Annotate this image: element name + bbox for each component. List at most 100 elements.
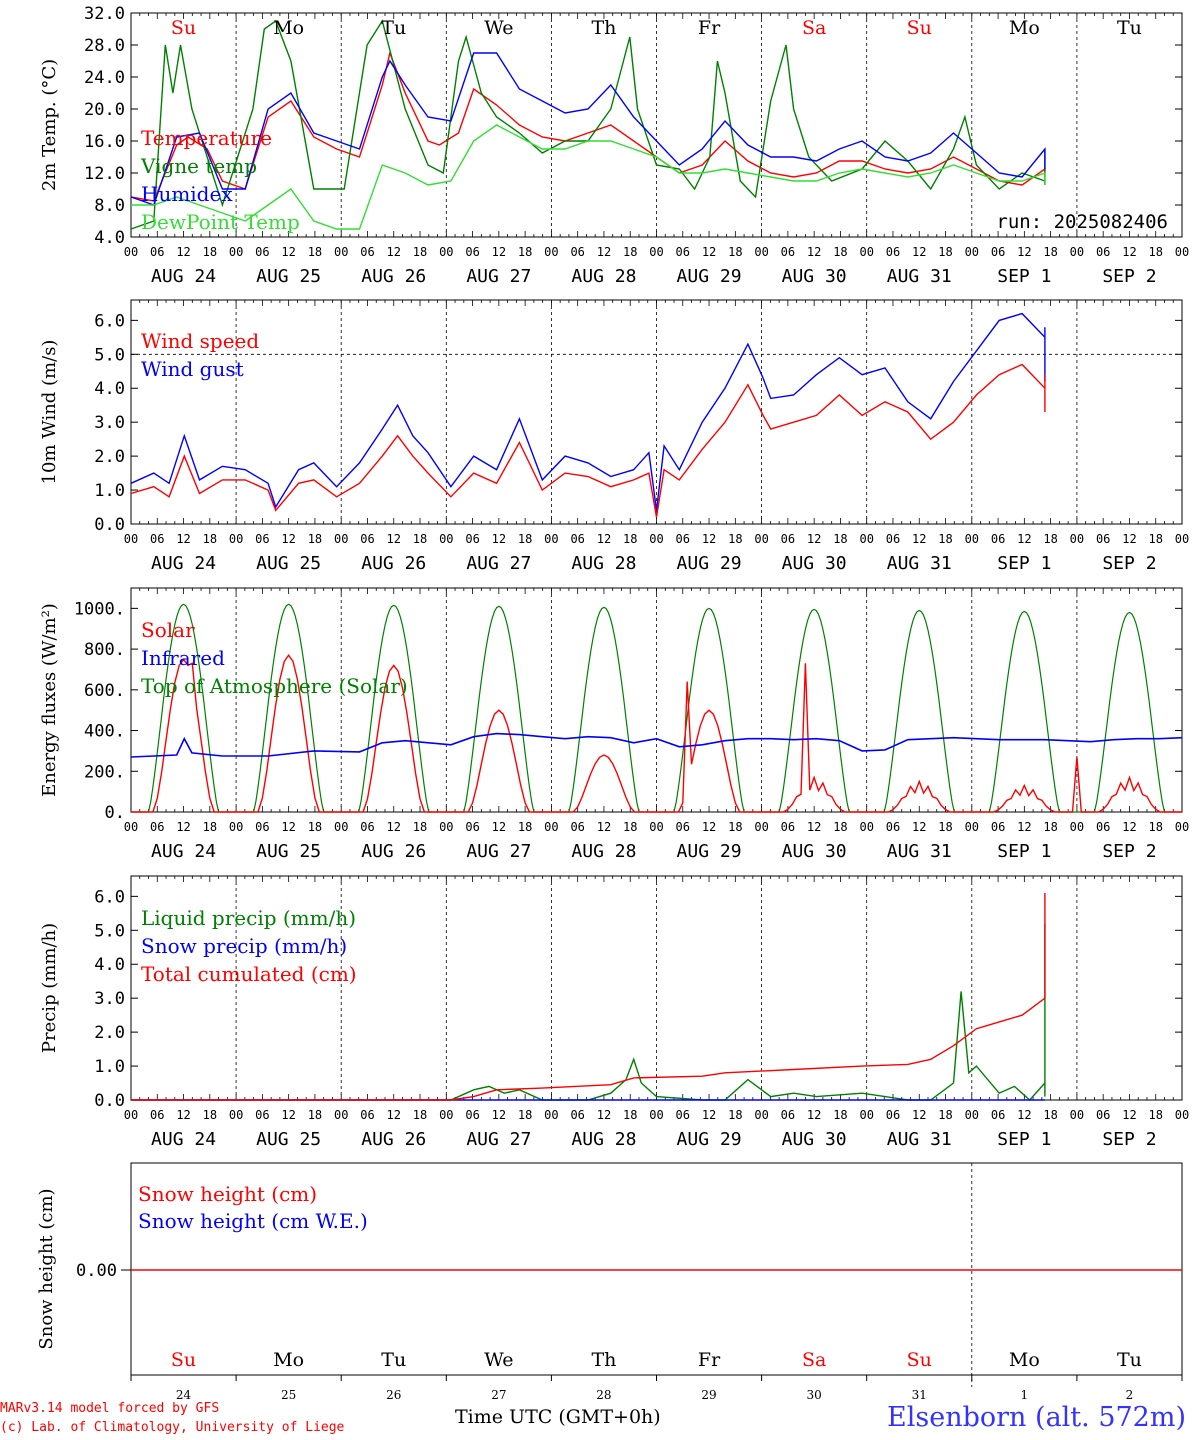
weekday-label: Sa [802,17,826,39]
hour-tick-label: 18 [728,1108,742,1122]
day-number-label: 1 [1021,1388,1029,1402]
date-label: SEP 1 [997,553,1051,574]
y-tick-label: 20.0 [84,100,125,120]
hour-tick-label: 18 [203,245,217,259]
hour-tick-label: 00 [1175,820,1189,834]
date-label: AUG 27 [466,841,531,862]
hour-tick-label: 00 [859,532,873,546]
hour-tick-label: 06 [360,1108,374,1122]
hour-tick-label: 00 [649,1108,663,1122]
hour-tick-label: 06 [150,1108,164,1122]
series-wind-gust [130,312,1046,511]
hour-tick-label: 00 [334,532,348,546]
y-axis-label: 10m Wind (m/s) [39,340,60,485]
weekday-label: Mo [1009,17,1040,39]
y-tick-label: 12.0 [84,164,125,184]
hour-tick-label: 12 [912,820,926,834]
hour-tick-label: 18 [728,532,742,546]
hour-tick-label: 00 [965,1108,979,1122]
legend-vigne-temp: Vigne temp [140,154,257,178]
y-tick-label: 28.0 [84,36,125,56]
date-label: SEP 2 [1102,841,1156,862]
hour-tick-label: 00 [1070,245,1084,259]
hour-tick-label: 00 [544,532,558,546]
hour-tick-label: 18 [518,1108,532,1122]
hour-tick-label: 18 [518,245,532,259]
day-number-label: 30 [807,1388,822,1402]
y-tick-label: 1.0 [94,1057,125,1077]
hour-tick-label: 06 [255,1108,269,1122]
hour-tick-label: 18 [308,820,322,834]
y-tick-label: 16.0 [84,132,125,152]
date-label: AUG 30 [782,553,847,574]
weekday-label: Mo [273,1349,304,1371]
hour-tick-label: 06 [360,532,374,546]
hour-tick-label: 18 [308,1108,322,1122]
hour-tick-label: 18 [623,1108,637,1122]
weekday-label: Tu [381,17,406,39]
hour-tick-label: 18 [938,820,952,834]
hour-tick-label: 18 [833,245,847,259]
hour-tick-label: 18 [1043,532,1057,546]
hour-tick-label: 12 [807,820,821,834]
panel-4: 00 06 12 18 AUG 24 00 06 12 18 AUG 25 00 06 12 18 AUG … [39,875,1189,1150]
hour-tick-label: 00 [1175,1108,1189,1122]
y-tick-label: 5.0 [94,921,125,941]
date-label: AUG 24 [151,1129,216,1150]
y-tick-label: 0.0 [94,515,125,535]
weekday-label: Tu [1117,17,1142,39]
weekday-label: Th [591,17,616,39]
hour-tick-label: 00 [439,245,453,259]
weekday-label: Fr [698,1349,721,1371]
hour-tick-label: 18 [623,532,637,546]
hour-tick-label: 18 [728,820,742,834]
y-axis-label: Precip (mm/h) [39,923,60,1053]
hour-tick-label: 12 [702,1108,716,1122]
hour-tick-label: 12 [492,532,506,546]
hour-tick-label: 12 [597,245,611,259]
hour-tick-label: 12 [387,820,401,834]
y-axis-label: Snow height (cm) [36,1188,57,1349]
hour-tick-label: 00 [754,245,768,259]
date-label: AUG 27 [466,1129,531,1150]
hour-tick-label: 12 [912,1108,926,1122]
legend-liquid-precip-mm-h-: Liquid precip (mm/h) [141,906,356,930]
date-label: AUG 26 [361,841,426,862]
hour-tick-label: 00 [965,245,979,259]
hour-tick-label: 12 [387,1108,401,1122]
hour-tick-label: 12 [702,532,716,546]
weekday-label: Sa [802,1349,826,1371]
hour-tick-label: 00 [439,532,453,546]
hour-tick-label: 00 [544,820,558,834]
y-tick-label: 6.0 [94,311,125,331]
legend-snow-height-cm-: Snow height (cm) [138,1182,317,1206]
hour-tick-label: 06 [150,532,164,546]
hour-tick-label: 12 [1122,245,1136,259]
y-tick-label: 200. [84,762,125,782]
series-infrared [130,732,1183,758]
series-dewpoint-temp [131,124,1046,230]
hour-tick-label: 12 [492,1108,506,1122]
day-number-label: 29 [701,1388,716,1402]
hour-tick-label: 06 [676,1108,690,1122]
date-label: SEP 2 [1102,1129,1156,1150]
panel-1: 00 06 12 18 AUG 24 00 06 12 18 AUG 25 00 06 12 18 AUG … [39,4,1189,287]
hour-tick-label: 12 [597,820,611,834]
hour-tick-label: 00 [439,1108,453,1122]
date-label: AUG 24 [151,841,216,862]
date-label: AUG 30 [782,1129,847,1150]
date-label: AUG 31 [887,841,952,862]
date-label: AUG 25 [256,553,321,574]
hour-tick-label: 18 [833,820,847,834]
series-solar [131,653,1182,813]
date-label: AUG 29 [677,553,742,574]
series-vigne-temp [130,19,1046,230]
y-tick-label: 6.0 [94,887,125,907]
date-label: AUG 25 [256,841,321,862]
hour-tick-label: 00 [124,245,138,259]
weekday-label: Fr [698,17,721,39]
y-tick-label: 1000. [74,599,125,619]
hour-tick-label: 00 [334,1108,348,1122]
y-tick-label: 400. [84,722,125,742]
hour-tick-label: 18 [938,245,952,259]
